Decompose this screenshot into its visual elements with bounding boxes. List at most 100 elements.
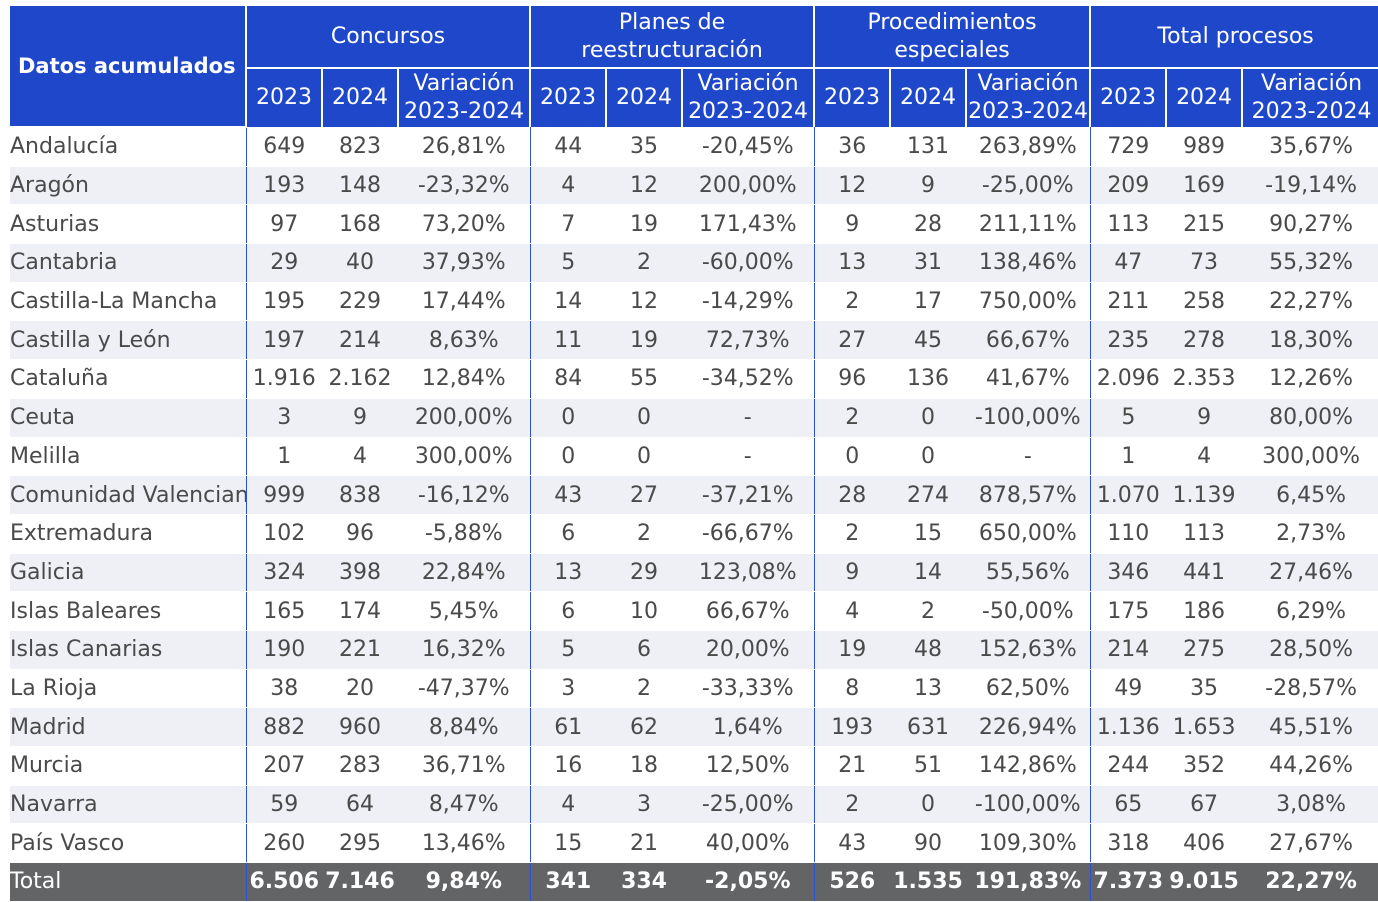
table-cell: 40,00% [682,823,815,864]
table-cell: 283 [322,746,398,786]
table-row: Castilla-La Mancha 195 229 17,44% 14 12 -14,29… [10,282,1378,322]
table-row: Islas Baleares 165 174 5,45% 6 10 66,67% 4 2 -50,… [10,591,1378,631]
table-cell: 13,46% [398,823,531,864]
subheader-2024: 2024 [1165,68,1243,127]
table-cell: 1.535 [890,862,967,902]
table-cell: 40 [322,243,398,283]
table-cell: 631 [890,707,967,747]
table-cell: 62,50% [966,669,1091,709]
table-cell: 20,00% [682,630,815,670]
table-cell: 193 [245,166,322,206]
table-cell: - [966,437,1091,477]
table-cell: 5 [529,243,607,283]
table-cell: 1 [245,437,322,477]
table-cell: 45,51% [1242,707,1378,747]
table-cell: 6.506 [245,862,322,902]
table-cell: 2 [813,785,891,825]
table-cell: 175 [1089,591,1167,631]
table-cell: 19 [813,630,891,670]
table-cell: 2 [813,282,891,322]
total-row: Total 6.506 7.146 9,84% 341 334 -2,05% 526 1.535… [10,862,1378,902]
table-cell: 960 [322,707,398,747]
table-cell: 1.139 [1166,475,1243,515]
table-cell: 36 [813,127,891,167]
table-cell: 21 [813,746,891,786]
header-corner: Datos acumulados [10,6,246,128]
table-cell: 55,56% [966,553,1091,593]
table-cell: 197 [245,320,322,361]
subheader-variacion: Variación 2023-2024 [396,68,531,127]
table-cell: 346 [1089,553,1167,593]
table-cell: 999 [245,475,322,515]
table-cell: 9 [890,166,967,206]
table-cell: 142,86% [966,746,1091,786]
table-cell: 3 [529,669,607,709]
table-cell: 7 [529,204,607,245]
table-cell: 1.653 [1166,707,1243,747]
region-name: Castilla y León [10,320,246,361]
table-cell: 14 [890,553,967,593]
table-cell: 37,93% [398,243,531,283]
table-cell: 22,84% [398,553,531,593]
table-cell: 14 [529,282,607,322]
table-cell: 123,08% [682,553,815,593]
table-cell: 35,67% [1242,127,1378,167]
table-cell: 4 [529,166,607,206]
table-cell: 27,46% [1242,553,1378,593]
region-name: Aragón [10,166,246,206]
table-cell: 13 [890,669,967,709]
table-row: La Rioja 38 20 -47,37% 3 2 -33,33% 8 13 62,50% 49 3… [10,669,1378,709]
table-cell: 649 [245,127,322,167]
region-name: La Rioja [10,669,246,709]
table-cell: 6,29% [1242,591,1378,631]
region-name: País Vasco [10,823,246,864]
region-name: Castilla-La Mancha [10,282,246,322]
region-name: Navarra [10,785,246,825]
insolvency-statistics-table: Datos acumulados Concursos Planes de ree… [10,6,1378,902]
table-cell: 882 [245,707,322,747]
table-cell: 0 [890,398,967,438]
table-row: Aragón 193 148 -23,32% 4 12 200,00% 12 9 -25,00% 2… [10,166,1378,206]
table-cell: 211 [1089,282,1167,322]
table-cell: 341 [529,862,607,902]
table-cell: 28 [890,204,967,245]
table-cell: 12,84% [398,359,531,399]
table-cell: -20,45% [682,127,815,167]
table-cell: 9.015 [1166,862,1243,902]
table-cell: 6 [606,630,683,670]
table-cell: -2,05% [682,862,815,902]
table-cell: 43 [813,823,891,864]
table-cell: 4 [529,785,607,825]
table-cell: 0 [529,398,607,438]
table-cell: 0 [606,398,683,438]
region-name: Comunidad Valenciana [10,475,246,515]
table-cell: -16,12% [398,475,531,515]
table-row: Comunidad Valenciana 999 838 -16,12% 43 27 -37… [10,475,1378,515]
table-cell: 4 [322,437,398,477]
region-name: Galicia [10,553,246,593]
table-cell: -66,67% [682,514,815,554]
table-cell: 2.096 [1089,359,1167,399]
group-header-total: Total procesos [1089,6,1378,69]
table-cell: 41,67% [966,359,1091,399]
table-cell: 67 [1166,785,1243,825]
table-cell: 169 [1166,166,1243,206]
table-cell: -60,00% [682,243,815,283]
subheader-2023: 2023 [1089,68,1167,127]
table-cell: 44,26% [1242,746,1378,786]
table-row: Madrid 882 960 8,84% 61 62 1,64% 193 631 226,94% 1… [10,707,1378,747]
table-cell: 300,00% [1242,437,1378,477]
table-cell: 211,11% [966,204,1091,245]
table-cell: 21 [606,823,683,864]
table-cell: 43 [529,475,607,515]
table-cell: 441 [1166,553,1243,593]
table-cell: 15 [890,514,967,554]
table-row: Islas Canarias 190 221 16,32% 5 6 20,00% 19 48 15… [10,630,1378,670]
table-cell: 13 [813,243,891,283]
table-cell: 27 [606,475,683,515]
table-cell: 209 [1089,166,1167,206]
table-cell: 823 [322,127,398,167]
table-cell: 12 [606,166,683,206]
table-cell: 73 [1166,243,1243,283]
table-cell: 96 [813,359,891,399]
